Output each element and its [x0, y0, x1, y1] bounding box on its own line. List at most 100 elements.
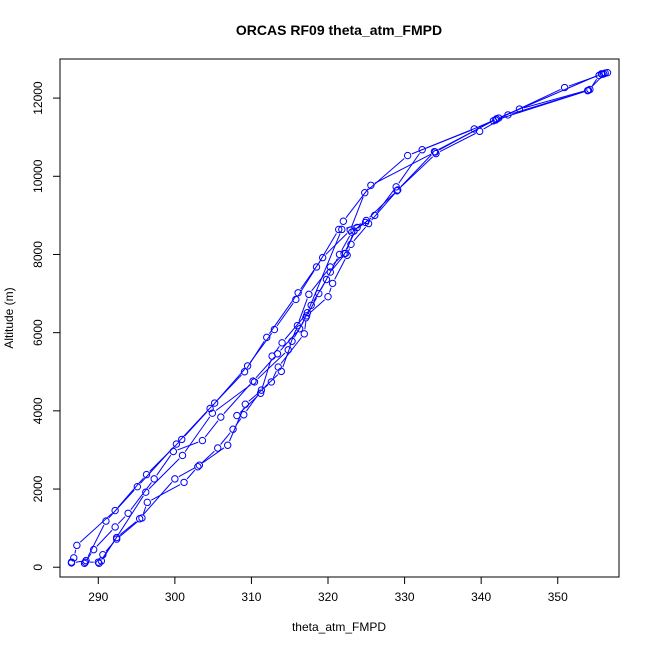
- data-point: [305, 290, 313, 299]
- series-segment: [140, 447, 174, 484]
- data-point: [324, 292, 332, 301]
- data-point: [102, 517, 110, 525]
- data-point: [124, 509, 132, 517]
- series-segment: [311, 270, 328, 292]
- data-point: [250, 378, 259, 386]
- series-3: [80, 69, 609, 568]
- data-point: [294, 289, 302, 297]
- y-axis-label: Altitude (m): [2, 287, 16, 348]
- series-6: [97, 218, 370, 565]
- series-segment: [399, 156, 434, 189]
- series-segment: [264, 374, 279, 388]
- series-segment: [223, 384, 251, 415]
- data-point: [268, 352, 276, 360]
- y-tick-label: 2000: [31, 475, 45, 502]
- y-tick-label: 10000: [31, 159, 45, 193]
- data-point: [302, 312, 311, 320]
- data-point: [142, 488, 150, 496]
- data-point: [210, 399, 219, 407]
- series-segment: [117, 516, 126, 525]
- series-segment: [220, 432, 231, 445]
- series-segment: [204, 420, 219, 438]
- data-point: [430, 147, 439, 156]
- series-segment: [255, 356, 275, 379]
- data-point: [224, 441, 232, 449]
- data-point: [326, 263, 335, 271]
- data-point: [339, 217, 348, 225]
- series-segment: [345, 231, 356, 250]
- series-segment: [374, 153, 432, 184]
- series-segment: [119, 521, 137, 536]
- data-point: [284, 346, 292, 354]
- series-segment: [307, 297, 318, 315]
- series-segment: [438, 122, 490, 151]
- data-point: [171, 475, 179, 483]
- data-point: [361, 189, 369, 197]
- data-point: [371, 211, 379, 220]
- y-tick-label: 0: [31, 564, 45, 571]
- x-tick-label: 350: [548, 590, 568, 604]
- series-segment: [229, 408, 244, 442]
- data-point: [111, 523, 119, 531]
- series-segment: [96, 529, 113, 547]
- series-5: [95, 86, 592, 568]
- data-point: [97, 557, 106, 565]
- data-point: [361, 218, 370, 227]
- series-segment: [348, 248, 350, 252]
- x-tick-label: 310: [241, 590, 261, 604]
- data-point: [206, 404, 214, 413]
- series-segment: [178, 466, 196, 478]
- y-tick-label: 4000: [31, 397, 45, 424]
- series-segment: [341, 235, 351, 251]
- series-segment: [257, 352, 286, 380]
- series-segment: [272, 370, 277, 379]
- series-segment: [398, 153, 421, 184]
- series-segment: [351, 196, 364, 227]
- series-segment: [248, 384, 269, 402]
- data-point: [288, 337, 296, 345]
- series-segment: [184, 416, 211, 453]
- series-segment: [261, 360, 272, 390]
- data-point: [257, 386, 266, 394]
- series-segment: [300, 261, 321, 290]
- data-point: [240, 368, 249, 376]
- series-segment: [186, 469, 196, 480]
- data-point: [326, 268, 335, 276]
- series-segment: [117, 477, 144, 508]
- data-point: [328, 279, 337, 288]
- data-point: [489, 117, 498, 125]
- series-segment: [151, 484, 181, 501]
- series-segment: [591, 78, 598, 86]
- series-segment: [268, 296, 296, 334]
- data-point: [393, 186, 402, 194]
- series-segment: [439, 132, 476, 153]
- series-segment: [142, 506, 147, 514]
- series-segment: [318, 233, 337, 264]
- data-point: [194, 463, 202, 471]
- series-segment: [274, 346, 280, 353]
- series-segment: [289, 329, 297, 346]
- series-segment: [215, 384, 252, 411]
- data-point: [81, 558, 89, 566]
- data-point: [73, 541, 81, 550]
- data-point: [133, 482, 142, 491]
- series-segment: [217, 374, 242, 401]
- data-point: [293, 321, 302, 330]
- series-segment: [108, 489, 135, 519]
- series-segment: [293, 321, 304, 338]
- series-segment: [426, 130, 471, 149]
- data-point: [195, 461, 204, 469]
- series-segment: [309, 299, 325, 314]
- data-point: [256, 389, 265, 397]
- series-segment: [334, 259, 346, 280]
- series-segment: [142, 481, 173, 516]
- series-segment: [325, 233, 348, 255]
- data-point: [263, 333, 271, 342]
- series-segment: [333, 256, 342, 265]
- series-segment: [246, 340, 265, 369]
- data-point: [300, 330, 308, 338]
- data-point: [89, 545, 98, 554]
- data-point: [111, 506, 119, 515]
- data-point: [335, 225, 343, 234]
